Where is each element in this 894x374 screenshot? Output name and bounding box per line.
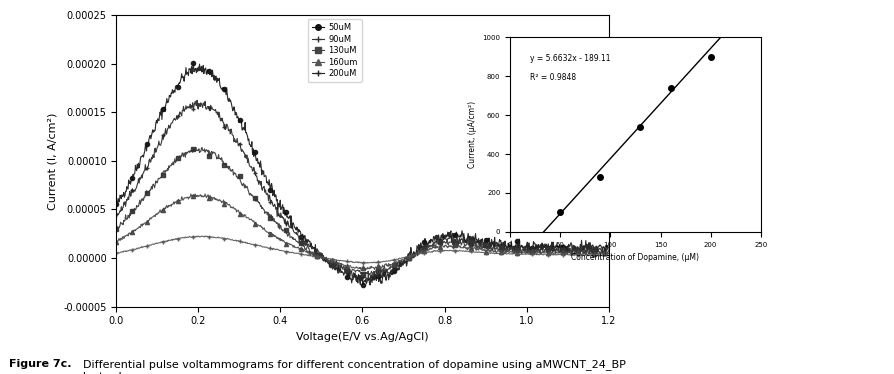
Text: Differential pulse voltammograms for different concentration of dopamine using a: Differential pulse voltammograms for dif… — [76, 359, 625, 374]
Legend: 50uM, 90uM, 130uM, 160um, 200uM: 50uM, 90uM, 130uM, 160um, 200uM — [308, 19, 361, 82]
X-axis label: Voltage(E/V vs.Ag/AgCl): Voltage(E/V vs.Ag/AgCl) — [296, 332, 428, 342]
Text: Figure 7c.: Figure 7c. — [9, 359, 72, 369]
Y-axis label: Current (I, A/cm²): Current (I, A/cm²) — [47, 112, 57, 209]
X-axis label: Concentration of Dopamine, (μM): Concentration of Dopamine, (μM) — [570, 253, 699, 262]
Text: R² = 0.9848: R² = 0.9848 — [529, 73, 576, 82]
Y-axis label: Current, (μA/cm²): Current, (μA/cm²) — [468, 101, 477, 168]
Text: y = 5.6632x - 189.11: y = 5.6632x - 189.11 — [529, 54, 610, 63]
